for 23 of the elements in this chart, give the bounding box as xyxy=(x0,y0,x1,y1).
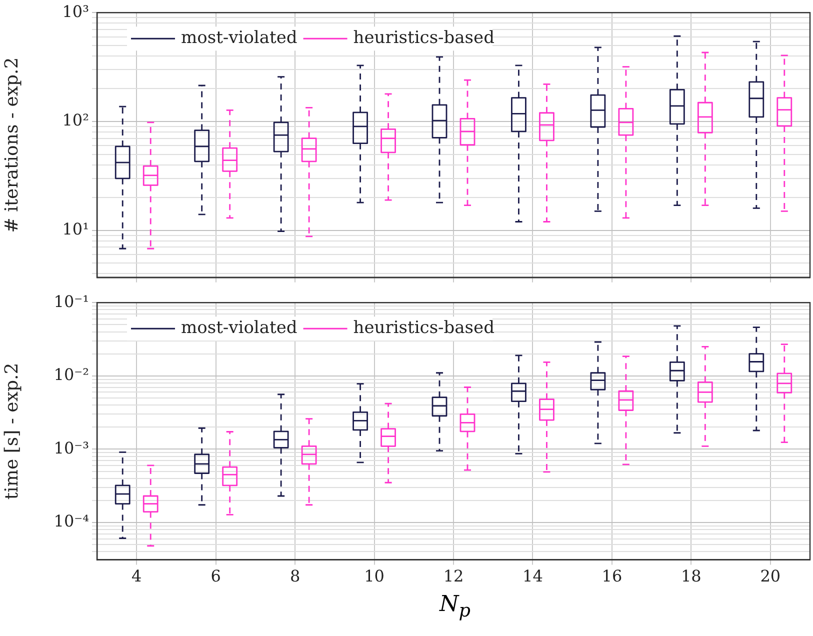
x-tick-label: 8 xyxy=(290,566,300,586)
legend-label: most-violated xyxy=(181,318,298,338)
y-axis-title: # iterations - exp.2 xyxy=(1,57,22,233)
y-tick-label: 10⁻³ xyxy=(54,438,89,458)
y-tick-label: 10⁻¹ xyxy=(54,292,89,311)
y-tick-label: 10² xyxy=(62,110,89,130)
x-tick-label: 4 xyxy=(132,566,142,586)
y-tick-label: 10¹ xyxy=(62,220,89,239)
y-tick-label: 10³ xyxy=(62,2,89,21)
x-tick-label: 6 xyxy=(210,566,221,586)
y-tick-label: 10⁻⁴ xyxy=(54,512,89,531)
legend-label: heuristics-based xyxy=(353,318,495,338)
legend-label: heuristics-based xyxy=(353,28,495,48)
x-axis-title: N$_{p}$ xyxy=(438,592,472,622)
x-tick-label: 12 xyxy=(443,566,464,586)
y-axis-title: time [s] - exp.2 xyxy=(1,362,22,500)
x-tick-label: 16 xyxy=(602,566,622,586)
x-tick-label: 18 xyxy=(680,566,702,586)
x-tick-label: 20 xyxy=(760,566,781,586)
x-tick-label: 10 xyxy=(364,566,384,586)
y-tick-label: 10⁻² xyxy=(54,365,89,384)
x-tick-label: 14 xyxy=(522,566,543,586)
legend-label: most-violated xyxy=(181,28,298,48)
